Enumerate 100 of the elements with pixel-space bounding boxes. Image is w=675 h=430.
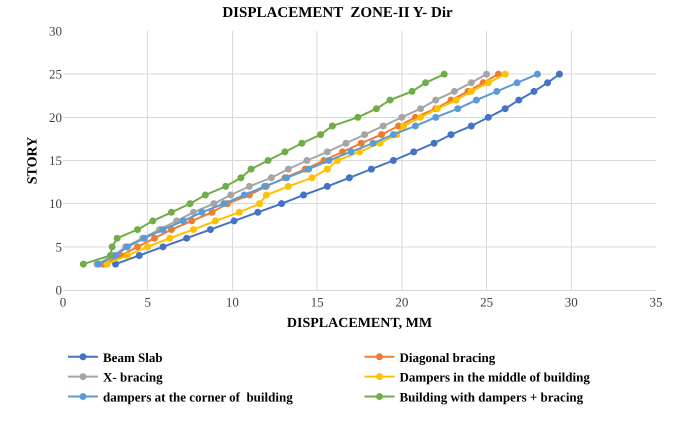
point: [300, 192, 308, 199]
point: [386, 96, 394, 104]
point: [278, 200, 286, 208]
point: [430, 140, 438, 147]
point: [220, 200, 228, 208]
point: [502, 70, 509, 78]
chart-title: DISPLACEMENT ZONE-II Y- Dir: [222, 4, 453, 21]
point: [324, 148, 331, 156]
point: [237, 174, 244, 182]
point: [212, 217, 219, 224]
point: [124, 252, 131, 259]
point: [262, 192, 270, 199]
point: [227, 192, 234, 199]
legend-label: Dampers in the middle of building: [400, 370, 590, 385]
point: [354, 114, 362, 121]
point: [484, 79, 492, 86]
point: [372, 105, 380, 112]
point: [246, 182, 253, 190]
point: [370, 140, 377, 147]
legend-label: Building with dampers + bracing: [400, 390, 584, 405]
point: [190, 226, 197, 234]
point: [284, 166, 292, 173]
point: [308, 174, 316, 182]
point: [159, 226, 166, 234]
point: [416, 114, 424, 121]
point: [202, 192, 209, 199]
point: [556, 70, 563, 78]
legend-label: X- bracing: [103, 370, 164, 385]
point: [544, 79, 552, 86]
point: [346, 174, 353, 182]
point: [468, 88, 475, 95]
point: [416, 105, 424, 112]
x-tick-label: 15: [310, 294, 324, 310]
point: [256, 200, 264, 208]
x-tick-label: 30: [564, 294, 578, 310]
point: [390, 157, 397, 164]
point: [317, 131, 324, 138]
point: [104, 260, 111, 268]
point: [324, 182, 331, 190]
x-tick-label: 35: [650, 294, 662, 310]
point: [198, 208, 206, 216]
point: [324, 166, 331, 173]
point: [358, 140, 365, 147]
point: [493, 88, 500, 95]
point: [134, 243, 142, 250]
point: [264, 157, 272, 164]
legend-label: Diagonal bracing: [400, 350, 496, 365]
y-axis-title: STORY: [26, 136, 41, 184]
point: [80, 260, 87, 268]
point: [454, 105, 462, 112]
x-tick-label: 25: [480, 294, 494, 310]
x-tick-label: 10: [226, 294, 239, 310]
point: [236, 208, 243, 216]
point: [361, 131, 368, 138]
legend-label: dampers at the corner of building: [103, 390, 294, 405]
point: [408, 88, 416, 95]
point: [284, 182, 292, 190]
point: [150, 234, 158, 242]
point: [440, 70, 448, 78]
point: [472, 96, 480, 104]
point: [326, 157, 332, 164]
point: [380, 122, 387, 130]
point: [468, 122, 475, 130]
point: [452, 96, 460, 104]
point: [400, 122, 408, 130]
y-tick-label: 20: [49, 110, 62, 125]
x-tick-label: 5: [144, 294, 151, 310]
point: [348, 148, 355, 156]
y-tick-label: 5: [56, 239, 62, 254]
point: [368, 166, 375, 173]
point: [281, 148, 288, 156]
point: [328, 122, 336, 130]
y-tick-label: 0: [56, 282, 62, 298]
point: [412, 122, 419, 130]
point: [180, 217, 187, 224]
point: [298, 140, 306, 147]
point: [248, 166, 255, 173]
point: [483, 70, 490, 78]
point: [422, 79, 430, 86]
legend-label: Beam Slab: [103, 350, 163, 365]
point: [303, 157, 310, 164]
y-tick-label: 30: [49, 24, 62, 39]
point: [432, 114, 440, 121]
point: [450, 88, 458, 95]
point: [159, 243, 166, 250]
point: [134, 226, 142, 234]
point: [166, 234, 174, 242]
point: [530, 88, 538, 95]
point: [305, 166, 312, 173]
point: [144, 243, 152, 250]
point: [447, 131, 454, 138]
x-axis-title: DISPLACEMENT, MM: [286, 316, 432, 331]
point: [240, 192, 248, 199]
point: [136, 252, 143, 259]
point: [432, 96, 440, 104]
point: [515, 96, 522, 104]
point: [108, 243, 116, 250]
point: [410, 148, 418, 156]
point: [268, 174, 275, 182]
point: [206, 226, 214, 234]
